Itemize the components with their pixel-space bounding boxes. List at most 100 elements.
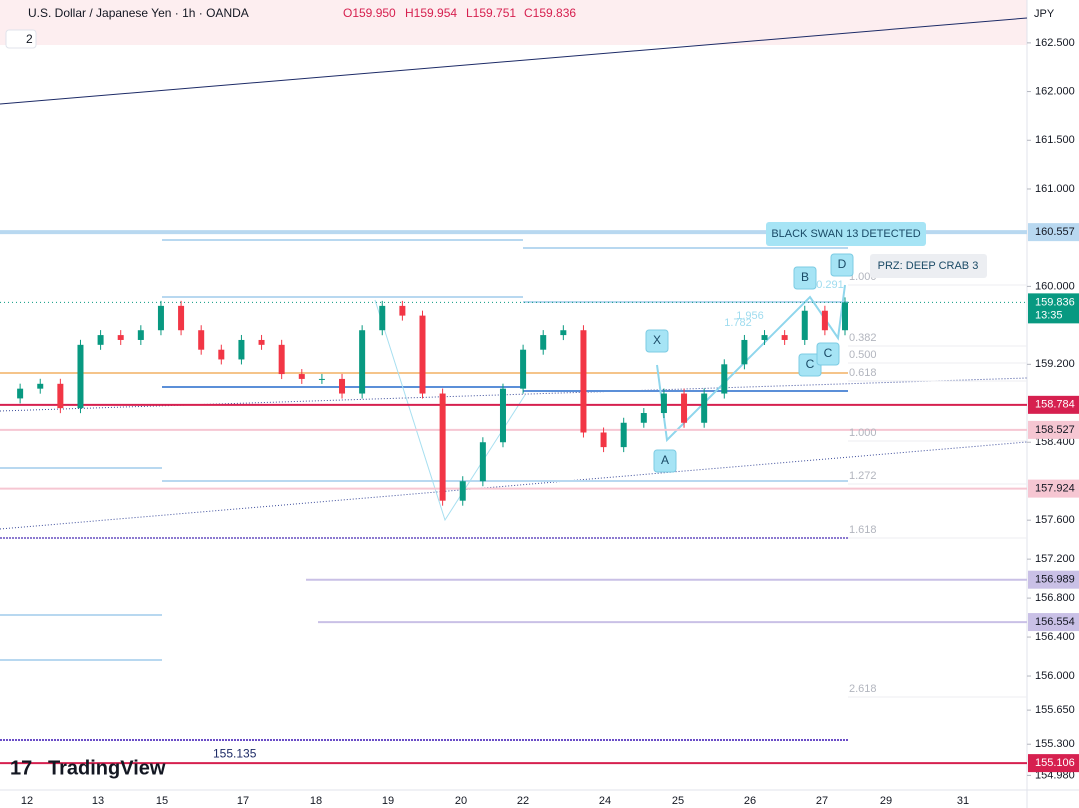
price-label-bg [1028,570,1079,589]
candle-body [17,388,24,399]
candle-body [318,378,325,380]
candle-body [821,310,828,331]
price-label-bg [1028,479,1079,498]
y-tick-label: 155.300 [1035,738,1075,750]
pattern-label: D [838,257,847,271]
pattern-point [830,253,854,277]
fib-label: 0.382 [849,332,877,344]
candle-body [77,344,84,409]
pattern-point [645,329,669,353]
x-tick-label: 31 [957,795,969,807]
price-label-bg [1028,395,1079,414]
price-label: 157.924 [1035,483,1075,495]
level-note: 155.135 [213,746,257,760]
price-label-bg [1028,420,1079,439]
annotation: BLACK SWAN 13 DETECTED [771,228,920,240]
candle-body [499,388,506,443]
indicator-count[interactable]: 2 [26,32,33,46]
candle-body [117,335,124,340]
annotation-bg [870,254,987,278]
ratio-label: 1.956 [736,310,764,322]
logo: TradingView [48,757,166,779]
fib-label: 2.618 [849,683,877,695]
pattern-label: X [653,333,661,347]
candle-body [681,393,688,423]
candle-body [741,339,748,365]
y-tick-label: 156.000 [1035,670,1075,682]
logo-mark: 17 [10,757,32,779]
fib-label: 1.618 [849,524,877,536]
price-label: 158.784 [1035,399,1075,411]
candle-body [640,413,647,423]
candle-body [238,339,245,360]
candle-body [560,330,567,336]
candle-body [520,349,527,389]
y-tick-label: 161.000 [1035,183,1075,195]
x-tick-label: 15 [156,795,168,807]
price-label: 158.527 [1035,424,1075,436]
candle-body [198,330,205,350]
x-tick-label: 17 [237,795,249,807]
pattern-leg [374,299,526,522]
currency-label[interactable]: JPY [1034,8,1055,20]
x-tick-label: 18 [310,795,322,807]
price-label-bg [1028,223,1079,242]
trend-line [0,377,1028,412]
candle-body [781,335,788,340]
x-tick-label: 22 [517,795,529,807]
ohlc-low: L159.751 [466,6,516,20]
candle-body [258,339,265,345]
pattern-point [816,342,840,366]
candle-body [137,330,144,340]
candle-body [479,442,486,482]
price-label: 156.554 [1035,616,1075,628]
fib-label: 1.000 [849,271,877,283]
fib-label: 0.618 [849,367,877,379]
y-tick-label: 156.800 [1035,592,1075,604]
pattern-point [793,266,817,290]
ohlc-high: H159.954 [405,6,457,20]
candle-body [801,310,808,340]
countdown: 13:35 [1035,309,1063,321]
x-tick-label: 13 [92,795,104,807]
pattern-label: A [661,453,669,467]
candle-body [419,315,426,394]
x-tick-label: 27 [816,795,828,807]
candle-body [660,393,667,414]
pattern-label: C [824,346,833,360]
candle-body [701,393,708,423]
symbol-title: U.S. Dollar / Japanese Yen · 1h · OANDA [28,6,249,20]
y-tick-label: 154.980 [1035,769,1075,781]
price-label-bg [1028,754,1079,773]
price-label-bg [1028,613,1079,632]
x-tick-label: 25 [672,795,684,807]
ratio-label: 1.782 [724,317,752,329]
pattern-label: C [806,357,815,371]
candle-body [459,481,466,501]
candle-body [178,305,185,331]
candle-body [600,432,607,448]
x-tick-label: 20 [455,795,467,807]
candle-body [37,383,44,389]
candle-body [439,393,446,501]
y-tick-label: 158.400 [1035,436,1075,448]
pattern-point [653,449,677,473]
y-tick-label: 161.500 [1035,134,1075,146]
ratio-label: 0.291 [816,279,844,291]
x-tick-label: 26 [744,795,756,807]
candle-body [761,335,768,340]
fib-label: 0.500 [849,349,877,361]
y-tick-label: 157.200 [1035,553,1075,565]
fib-label: 1.272 [849,470,877,482]
candle-body [157,305,164,331]
candle-body [379,305,386,331]
annotation: PRZ: DEEP CRAB 3 [878,260,979,272]
candle-body [580,330,587,433]
indicator-toggle[interactable] [5,29,37,49]
candle-body [721,364,728,394]
candle-body [399,305,406,316]
candle-body [620,422,627,448]
y-tick-label: 156.400 [1035,631,1075,643]
annotation-bg [766,222,926,246]
y-tick-label: 159.200 [1035,358,1075,370]
